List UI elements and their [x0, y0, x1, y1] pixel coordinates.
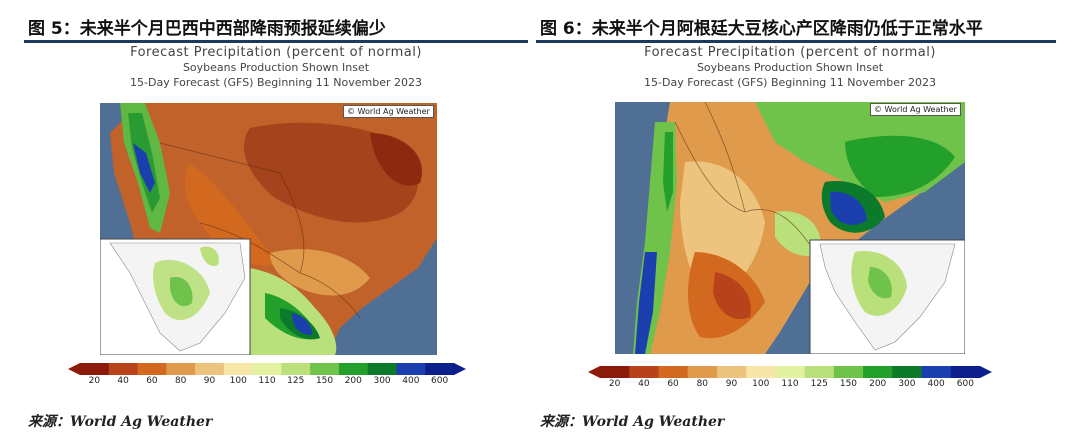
figure-6-colorbar	[588, 366, 992, 378]
figure-5-source: 来源：World Ag Weather	[28, 414, 213, 430]
colorbar-segment	[281, 363, 311, 375]
colorbar-segment	[367, 363, 397, 375]
colorbar-tick-label: 40	[117, 376, 129, 386]
colorbar-tick-label: 400	[402, 376, 420, 386]
colorbar-tick-label: 300	[898, 379, 916, 389]
figure-6-map-title: Forecast Precipitation (percent of norma…	[644, 45, 936, 60]
colorbar-tick-label: 600	[956, 379, 974, 389]
colorbar-tick-label: 60	[146, 376, 158, 386]
figure-6-map-period: 15-Day Forecast (GFS) Beginning 11 Novem…	[644, 76, 936, 89]
figure-5-title: 图 5：未来半个月巴西中西部降雨预报延续偏少	[28, 19, 386, 39]
colorbar-segment	[137, 363, 167, 375]
colorbar-tick-label: 80	[174, 376, 187, 386]
figure-5-map-credit: © World Ag Weather	[343, 105, 434, 118]
colorbar-segment	[746, 366, 776, 378]
colorbar-segment	[804, 366, 835, 378]
colorbar-segment	[108, 363, 139, 375]
colorbar-tick-label: 125	[810, 379, 828, 389]
colorbar-tick-label: 600	[431, 376, 449, 386]
colorbar-segment	[166, 363, 196, 375]
figure-6-source: 来源：World Ag Weather	[540, 414, 725, 430]
colorbar-tick-label: 20	[88, 376, 101, 386]
colorbar-segment	[195, 363, 225, 375]
figure-5-brazil-precip-map	[100, 103, 437, 355]
colorbar-tick-label: 125	[287, 376, 305, 386]
figure-6-colorbar-labels: 20 40 60 80 90 100 110 125 150 200 300 400 600	[588, 379, 992, 391]
colorbar-segment	[892, 366, 923, 378]
colorbar-segment	[338, 363, 369, 375]
colorbar-segment	[425, 363, 455, 375]
colorbar-tick-label: 150	[839, 379, 858, 389]
colorbar-segment	[833, 366, 864, 378]
figure-6-argentina-precip-map	[615, 102, 965, 354]
colorbar-tick-label: 110	[258, 376, 276, 386]
figure-5-map-subtitle: Soybeans Production Shown Inset	[182, 61, 370, 74]
colorbar-right-arrow	[454, 363, 466, 375]
colorbar-segment	[921, 366, 952, 378]
colorbar-segment	[396, 363, 426, 375]
figure-6-title: 图 6：未来半个月阿根廷大豆核心产区降雨仍低于正常水平	[540, 19, 983, 39]
colorbar-segment	[687, 366, 718, 378]
colorbar-tick-label: 40	[638, 379, 650, 389]
colorbar-segment	[223, 363, 254, 375]
colorbar-tick-label: 300	[373, 376, 391, 386]
figure-5-map-header: Forecast Precipitation (percent of norma…	[76, 45, 476, 90]
colorbar-left-arrow	[588, 366, 600, 378]
figure-6-map-header: Forecast Precipitation (percent of norma…	[590, 45, 990, 90]
colorbar-tick-label: 90	[725, 379, 738, 389]
colorbar-tick-label: 200	[344, 376, 362, 386]
colorbar-tick-label: 100	[752, 379, 770, 389]
colorbar-segment	[600, 366, 630, 378]
figure-5-panel: Forecast Precipitation (percent of norma…	[76, 45, 476, 90]
colorbar-segment	[863, 366, 893, 378]
colorbar-segment	[658, 366, 689, 378]
colorbar-tick-label: 400	[927, 379, 945, 389]
colorbar-segment	[252, 363, 282, 375]
colorbar-tick-label: 150	[315, 376, 334, 386]
figure-5-colorbar-labels: 20 40 60 80 90 100 110 125 150 200 300 400 600	[68, 376, 466, 388]
colorbar-tick-label: 100	[229, 376, 247, 386]
colorbar-tick-label: 80	[696, 379, 709, 389]
colorbar-tick-label: 200	[869, 379, 887, 389]
colorbar-tick-label: 20	[608, 379, 621, 389]
colorbar-tick-label: 110	[781, 379, 799, 389]
colorbar-tick-label: 60	[667, 379, 679, 389]
figure-6-panel: Forecast Precipitation (percent of norma…	[590, 45, 990, 90]
colorbar-tick-label: 90	[203, 376, 216, 386]
figure-5-colorbar	[68, 363, 466, 375]
colorbar-left-arrow	[68, 363, 80, 375]
colorbar-segment	[80, 363, 110, 375]
figure-5-title-rule	[24, 40, 528, 43]
colorbar-segment	[950, 366, 981, 378]
figure-5-map-period: 15-Day Forecast (GFS) Beginning 11 Novem…	[130, 76, 422, 89]
colorbar-segment	[310, 363, 340, 375]
figure-6-title-rule	[536, 40, 1056, 43]
colorbar-segment	[629, 366, 659, 378]
colorbar-right-arrow	[980, 366, 992, 378]
figure-6-map-subtitle: Soybeans Production Shown Inset	[696, 61, 884, 74]
figure-6-map-credit: © World Ag Weather	[870, 103, 961, 116]
colorbar-segment	[775, 366, 806, 378]
colorbar-segment	[716, 366, 747, 378]
figure-5-map-title: Forecast Precipitation (percent of norma…	[130, 45, 422, 60]
